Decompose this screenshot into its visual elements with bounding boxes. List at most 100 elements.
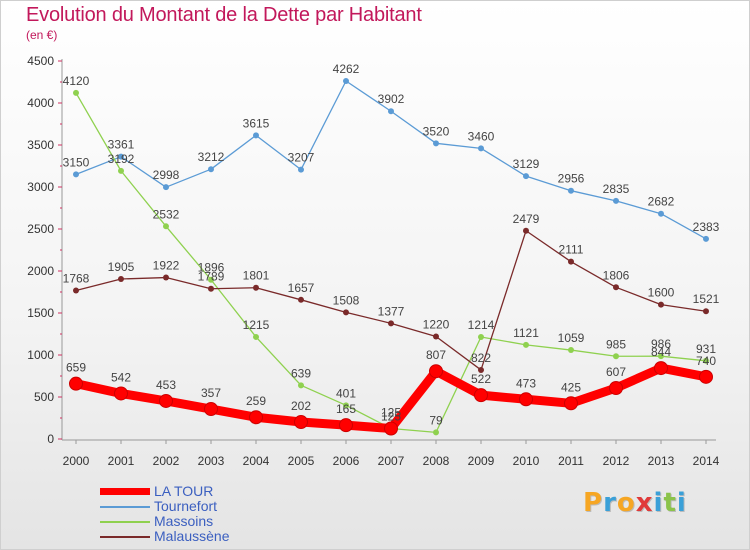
data-point-tournefort xyxy=(523,173,529,180)
data-point-malauss-ne xyxy=(523,227,529,234)
data-label-massoins: 1896 xyxy=(198,261,225,275)
chart-subtitle: (en €) xyxy=(26,28,58,42)
data-point-massoins xyxy=(73,89,79,96)
data-label-la-tour: 202 xyxy=(291,399,311,413)
data-label-tournefort: 4262 xyxy=(333,62,360,76)
logo-letter: o xyxy=(616,488,636,518)
data-point-massoins xyxy=(163,223,169,230)
data-point-la-tour xyxy=(474,388,488,403)
data-point-la-tour xyxy=(384,421,398,436)
data-label-malauss-ne: 1922 xyxy=(153,259,180,273)
data-point-tournefort xyxy=(478,145,484,152)
logo-letter: i xyxy=(676,488,687,518)
data-point-la-tour xyxy=(249,410,263,425)
data-label-la-tour: 165 xyxy=(336,402,356,416)
data-label-massoins: 986 xyxy=(651,337,671,351)
data-label-la-tour: 807 xyxy=(426,348,446,362)
data-label-tournefort: 2682 xyxy=(648,195,675,209)
logo-letter: t xyxy=(663,488,677,518)
data-label-massoins: 1214 xyxy=(468,318,495,332)
data-point-tournefort xyxy=(118,153,124,160)
data-point-tournefort xyxy=(253,132,259,139)
data-point-tournefort xyxy=(73,171,79,178)
x-tick-label: 2003 xyxy=(198,454,225,468)
data-label-malauss-ne: 1806 xyxy=(603,268,630,282)
logo-letter: P xyxy=(583,488,604,518)
data-label-massoins: 125 xyxy=(381,410,401,424)
data-label-malauss-ne: 1521 xyxy=(693,292,720,306)
data-point-malauss-ne xyxy=(658,301,664,308)
legend-label-massoins: Massoins xyxy=(154,513,214,529)
data-label-la-tour: 659 xyxy=(66,361,86,375)
data-point-massoins xyxy=(433,429,439,436)
data-point-tournefort xyxy=(388,108,394,115)
x-tick-label: 2013 xyxy=(648,454,675,468)
y-tick-label: 0 xyxy=(47,432,54,446)
data-label-tournefort: 2956 xyxy=(558,172,585,186)
data-point-la-tour xyxy=(654,361,668,376)
data-label-malauss-ne: 1657 xyxy=(288,281,315,295)
data-point-malauss-ne xyxy=(613,284,619,291)
data-label-la-tour: 259 xyxy=(246,394,266,408)
data-label-tournefort: 3902 xyxy=(378,92,405,106)
x-tick-label: 2004 xyxy=(243,454,270,468)
data-point-tournefort xyxy=(208,166,214,173)
data-label-malauss-ne: 1768 xyxy=(63,271,90,285)
x-tick-label: 2011 xyxy=(558,454,584,468)
data-label-tournefort: 2835 xyxy=(603,182,630,196)
data-point-malauss-ne xyxy=(298,296,304,303)
proxiti-logo: Proxiti xyxy=(583,488,687,518)
data-label-malauss-ne: 2479 xyxy=(513,212,540,226)
x-tick-label: 2006 xyxy=(333,454,360,468)
data-point-massoins xyxy=(478,334,484,341)
data-label-malauss-ne: 822 xyxy=(471,351,491,365)
data-point-tournefort xyxy=(163,184,169,191)
x-tick-label: 2010 xyxy=(513,454,540,468)
data-point-tournefort xyxy=(298,166,304,173)
data-label-massoins: 4120 xyxy=(63,74,90,88)
axes xyxy=(58,59,716,444)
data-label-malauss-ne: 2111 xyxy=(559,243,584,257)
data-label-malauss-ne: 1905 xyxy=(108,260,135,274)
data-point-tournefort xyxy=(703,235,709,242)
tick-labels: 0 500 1000 1500 2000 2500 3000 3500 4000 4500 2000… xyxy=(27,54,719,468)
data-point-massoins xyxy=(208,276,214,283)
data-point-massoins xyxy=(658,353,664,360)
data-point-tournefort xyxy=(613,197,619,204)
data-point-la-tour xyxy=(609,381,623,396)
data-label-tournefort: 3207 xyxy=(288,151,315,165)
legend-item-massoins: Massoins xyxy=(100,513,320,529)
x-tick-label: 2014 xyxy=(693,454,720,468)
data-label-massoins: 1121 xyxy=(513,326,539,340)
data-label-malauss-ne: 1600 xyxy=(648,286,675,300)
data-label-malauss-ne: 1377 xyxy=(378,304,405,318)
y-tick-label: 1500 xyxy=(27,306,54,320)
data-point-malauss-ne xyxy=(478,366,484,373)
data-label-malauss-ne: 1220 xyxy=(423,318,450,332)
y-tick-label: 3500 xyxy=(27,138,54,152)
data-point-la-tour xyxy=(159,393,173,408)
series-lines xyxy=(69,77,713,436)
chart-title: Evolution du Montant de la Dette par Hab… xyxy=(26,4,422,26)
data-point-malauss-ne xyxy=(73,287,79,294)
data-point-massoins xyxy=(523,341,529,348)
data-point-massoins xyxy=(298,382,304,389)
data-point-tournefort xyxy=(343,77,349,84)
x-tick-label: 2002 xyxy=(153,454,180,468)
data-label-tournefort: 3615 xyxy=(243,116,270,130)
data-label-la-tour: 125 xyxy=(381,406,401,420)
legend: LA TOUR Tournefort Massoins Malaussène xyxy=(100,483,320,544)
data-label-tournefort: 3212 xyxy=(198,150,225,164)
data-point-malauss-ne xyxy=(568,258,574,265)
data-label-tournefort: 2383 xyxy=(693,220,720,234)
y-tick-label: 4000 xyxy=(27,96,54,110)
data-label-tournefort: 3520 xyxy=(423,124,450,138)
data-label-massoins: 2532 xyxy=(153,207,180,221)
y-tick-label: 2000 xyxy=(27,264,54,278)
x-tick-label: 2008 xyxy=(423,454,450,468)
y-tick-label: 2500 xyxy=(27,222,54,236)
x-tick-label: 2000 xyxy=(63,454,90,468)
data-point-malauss-ne xyxy=(343,309,349,316)
data-point-massoins xyxy=(118,167,124,174)
